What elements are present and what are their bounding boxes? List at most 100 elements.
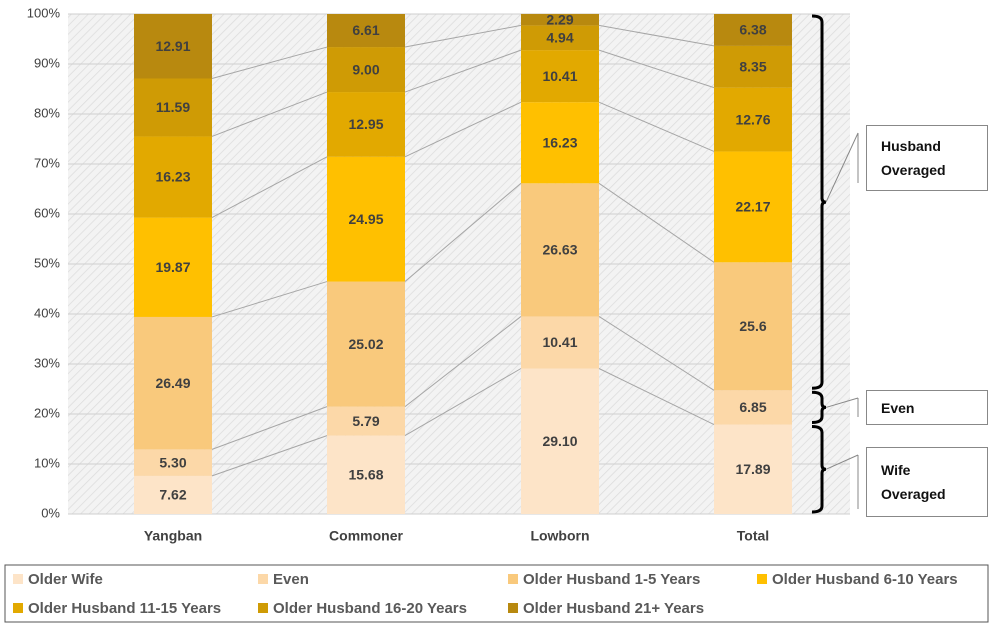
- callout-line: [825, 132, 859, 203]
- y-tick-label: 40%: [34, 305, 60, 320]
- annotation: Husband Overaged: [866, 125, 988, 191]
- value-label: 5.30: [159, 454, 186, 470]
- bar-segment: [327, 92, 405, 157]
- y-tick-label: 30%: [34, 355, 60, 370]
- legend-label: Older Wife: [28, 571, 103, 588]
- value-label: 6.61: [352, 22, 379, 38]
- connector-line: [404, 24, 522, 48]
- bar-segment: [714, 45, 792, 88]
- bar-segment: [521, 368, 599, 514]
- legend-box: [4, 564, 989, 623]
- value-label: 16.23: [542, 134, 577, 150]
- connector-line: [404, 49, 522, 93]
- value-label: 4.94: [546, 29, 573, 45]
- connector-line: [598, 49, 715, 89]
- bar-segment: [134, 217, 212, 317]
- bar-segment: [327, 435, 405, 514]
- y-tick-label: 20%: [34, 405, 60, 420]
- x-tick-label: Total: [737, 528, 769, 544]
- value-label: 7.62: [159, 487, 186, 503]
- value-label: 22.17: [735, 199, 770, 215]
- bar-segment: [714, 14, 792, 46]
- connector-line: [598, 24, 715, 47]
- bar-segment: [521, 316, 599, 369]
- value-label: 15.68: [348, 467, 383, 483]
- value-label: 25.02: [348, 336, 383, 352]
- connector-line: [404, 368, 522, 437]
- legend-label: Older Husband 6-10 Years: [772, 571, 958, 588]
- legend-label: Even: [273, 571, 309, 588]
- value-label: 24.95: [348, 211, 383, 227]
- connector-line: [211, 156, 328, 219]
- legend-swatch: [757, 574, 767, 584]
- value-label: 5.79: [352, 413, 379, 429]
- bar-segment: [327, 156, 405, 282]
- callout-line: [825, 397, 859, 417]
- bar-segment: [714, 390, 792, 425]
- bar-segment: [327, 47, 405, 93]
- bar-segment: [327, 406, 405, 436]
- value-label: 25.6: [739, 318, 766, 334]
- bar-segment: [521, 25, 599, 51]
- bar-segment: [714, 262, 792, 391]
- connector-line: [598, 316, 715, 391]
- legend-swatch: [258, 603, 268, 613]
- legend-swatch: [508, 603, 518, 613]
- bar-segment: [327, 281, 405, 407]
- bar-segment: [521, 50, 599, 103]
- connector-line: [404, 316, 522, 408]
- value-label: 29.10: [542, 433, 577, 449]
- connector-line: [211, 435, 328, 477]
- bar-segment: [521, 102, 599, 184]
- value-label: 11.59: [156, 99, 190, 115]
- bar-segment: [134, 136, 212, 218]
- connector-line: [211, 281, 328, 318]
- connector-line: [404, 101, 522, 158]
- legend-label: Older Husband 11-15 Years: [28, 600, 221, 617]
- callout-line: [825, 454, 859, 509]
- y-tick-label: 90%: [34, 55, 60, 70]
- connector-line: [211, 46, 328, 79]
- legend-swatch: [13, 603, 23, 613]
- value-label: 19.87: [155, 259, 190, 275]
- value-label: 8.35: [739, 58, 766, 74]
- x-tick-label: Yangban: [144, 528, 202, 544]
- connector-line: [598, 368, 715, 425]
- bar-segment: [521, 183, 599, 317]
- y-tick-label: 100%: [27, 5, 61, 20]
- connector-line: [211, 406, 328, 450]
- y-tick-label: 70%: [34, 155, 60, 170]
- legend-label: Older Husband 1-5 Years: [523, 571, 700, 588]
- y-tick-label: 0%: [41, 505, 60, 520]
- legend-label: Older Husband 16-20 Years: [273, 600, 467, 617]
- annotation: Even: [866, 390, 988, 425]
- value-label: 16.23: [155, 169, 190, 185]
- connector-line: [211, 91, 328, 137]
- value-label: 12.95: [348, 116, 383, 132]
- bar-segment: [134, 449, 212, 476]
- connector-line: [598, 182, 715, 263]
- y-tick-label: 60%: [34, 205, 60, 220]
- bar-segment: [134, 475, 212, 514]
- legend-swatch: [508, 574, 518, 584]
- value-label: 10.41: [542, 334, 577, 350]
- bar-segment: [134, 78, 212, 137]
- bar-segment: [714, 87, 792, 152]
- y-tick-label: 80%: [34, 105, 60, 120]
- x-tick-label: Lowborn: [530, 528, 589, 544]
- value-label: 6.85: [739, 399, 766, 415]
- value-label: 12.91: [155, 38, 190, 54]
- legend-label: Older Husband 21+ Years: [523, 600, 704, 617]
- value-label: 26.63: [542, 242, 577, 258]
- annotation: Wife Overaged: [866, 447, 988, 517]
- bar-segment: [134, 13, 212, 79]
- bar-segment: [327, 14, 405, 48]
- y-tick-label: 50%: [34, 255, 60, 270]
- value-label: 10.41: [542, 68, 577, 84]
- legend-swatch: [13, 574, 23, 584]
- bar-segment: [714, 424, 792, 514]
- connector-line: [598, 101, 715, 152]
- bar-segment: [521, 13, 599, 26]
- value-label: 12.76: [735, 111, 770, 127]
